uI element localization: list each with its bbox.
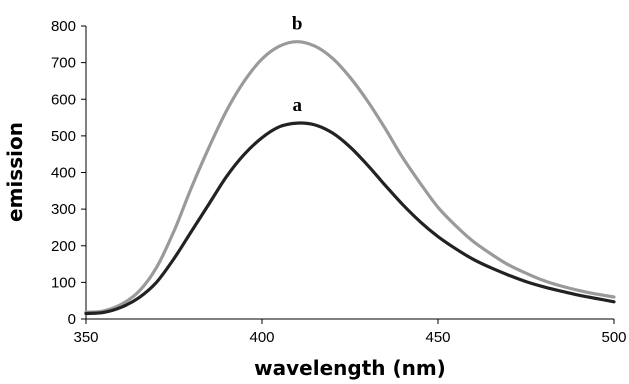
x-tick-label: 450 (425, 329, 450, 346)
y-ticks: 0 100 200 300 400 500 600 700 800 (51, 18, 86, 328)
y-axis: 0 100 200 300 400 500 600 700 800 (51, 18, 87, 328)
series-line-b (84, 40, 616, 314)
x-axis-title: wavelength (nm) (254, 356, 446, 380)
plot-area: ba (84, 14, 616, 316)
series-label-a: a (292, 95, 302, 116)
y-tick-label: 200 (51, 238, 76, 255)
x-tick-label: 500 (601, 329, 626, 346)
y-tick-label: 500 (51, 128, 76, 145)
y-tick-label: 600 (51, 91, 76, 108)
y-tick-label: 0 (68, 311, 76, 328)
y-tick-label: 100 (51, 274, 76, 291)
x-axis: 350 400 450 500 (73, 318, 627, 346)
x-tick-label: 400 (249, 329, 274, 346)
x-tick-label: 350 (73, 329, 98, 346)
y-tick-label: 800 (51, 18, 76, 35)
y-tick-label: 300 (51, 201, 76, 218)
y-tick-label: 400 (51, 165, 76, 182)
y-tick-label: 700 (51, 55, 76, 72)
series-line-a (84, 121, 616, 316)
series-label-b: b (292, 14, 303, 35)
x-ticks: 350 400 450 500 (73, 319, 627, 346)
y-axis-title: emission (3, 122, 27, 222)
